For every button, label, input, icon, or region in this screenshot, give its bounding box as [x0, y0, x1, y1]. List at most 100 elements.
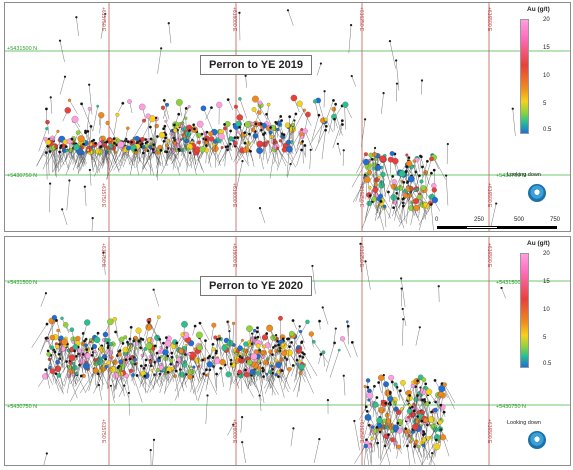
assay-point [128, 357, 132, 361]
assay-point [58, 150, 62, 154]
drillhole-trace [101, 141, 109, 164]
assay-point [271, 346, 275, 349]
drillhole-trace [259, 350, 267, 375]
drillhole-trace [63, 363, 71, 382]
collar-point [83, 185, 86, 188]
assay-point [62, 322, 69, 328]
easting-label: +616500 E [486, 183, 492, 208]
drillhole-trace [218, 149, 228, 164]
drillhole-trace [344, 105, 346, 130]
drillhole-trace [293, 321, 308, 346]
drillhole-trace [208, 139, 212, 161]
drillhole-trace [276, 123, 284, 140]
easting-label: +616500 E [486, 243, 492, 268]
assay-point [124, 358, 128, 362]
assay-point [144, 363, 148, 367]
assay-point [57, 139, 61, 142]
collar-point [63, 75, 67, 78]
assay-point [405, 153, 409, 157]
assay-point [411, 437, 414, 441]
assay-point [365, 378, 371, 383]
drillhole-trace [372, 147, 376, 167]
assay-point [376, 441, 380, 445]
assay-point [181, 133, 184, 137]
drillhole-trace [195, 149, 203, 171]
assay-point [184, 343, 188, 347]
drillhole-trace [149, 370, 165, 393]
easting-label: +615750 E [100, 7, 106, 32]
drillhole-trace [84, 186, 87, 207]
collar-point [149, 448, 152, 452]
drillhole-trace [290, 129, 302, 150]
drillhole-trace [81, 333, 84, 351]
legend-tick: 0.5 [543, 127, 552, 133]
drillhole-trace [241, 442, 246, 464]
assay-point [439, 434, 447, 441]
assay-point [400, 407, 404, 411]
assay-point [275, 361, 282, 369]
drillhole-trace [436, 398, 440, 410]
map-canvas [5, 3, 570, 231]
drillhole-trace [421, 80, 423, 95]
drillhole-trace [59, 344, 64, 361]
assay-point [244, 368, 247, 372]
drillhole-trace [142, 355, 145, 373]
assay-point [77, 348, 82, 354]
assay-point [291, 319, 295, 322]
assay-point [221, 345, 228, 352]
assay-point [170, 366, 175, 371]
drillhole-trace [351, 75, 356, 87]
assay-point [45, 119, 50, 125]
drillhole-trace [383, 159, 392, 187]
assay-point [112, 317, 117, 322]
assay-point [420, 410, 425, 415]
assay-point [390, 437, 395, 443]
drillhole-trace [189, 146, 197, 175]
drillhole-trace [138, 365, 142, 379]
assay-point [104, 364, 108, 369]
assay-point [287, 367, 292, 372]
drillhole-trace [302, 141, 305, 156]
northing-label-upper: +5431500 N [7, 46, 38, 52]
assay-point [290, 94, 298, 102]
assay-point [196, 344, 203, 351]
assay-point [116, 366, 120, 370]
drillhole-trace [384, 420, 398, 443]
assay-point [432, 168, 436, 172]
assay-point [135, 374, 139, 377]
assay-point [419, 179, 424, 184]
drillhole-trace [399, 195, 406, 220]
assay-point [261, 334, 268, 341]
drillhole-trace [446, 144, 449, 165]
northing-label-upper-right: +5431500 N [495, 280, 526, 286]
assay-point [143, 374, 147, 378]
assay-point [286, 145, 293, 153]
assay-point [404, 170, 408, 174]
drillhole-trace [152, 439, 155, 465]
assay-point [416, 194, 423, 200]
drillhole-trace [388, 197, 394, 219]
assay-point [152, 143, 156, 147]
drillhole-trace [239, 12, 241, 41]
assay-point [192, 123, 196, 127]
assay-point [418, 174, 421, 178]
drillhole-trace [243, 123, 253, 140]
drillhole-trace [242, 330, 255, 358]
drillhole-trace [391, 381, 394, 392]
drillhole-trace [390, 392, 400, 413]
assay-point [391, 174, 395, 178]
easting-label: +616000 E [231, 243, 237, 268]
drillhole-trace [165, 151, 171, 161]
map-panel-2020: Perron to YE 2020 +5431500 N +5431500 N … [4, 236, 571, 466]
assay-point [282, 133, 286, 137]
drillhole-trace [375, 190, 378, 212]
drillhole-trace [425, 173, 432, 190]
assay-point [256, 326, 259, 330]
assay-point [92, 138, 96, 142]
assay-point [408, 394, 412, 397]
drillhole-trace [501, 287, 506, 299]
drillhole-trace [362, 418, 370, 443]
assay-point [281, 350, 287, 357]
drillhole-trace [240, 344, 246, 360]
assay-point [301, 355, 305, 359]
